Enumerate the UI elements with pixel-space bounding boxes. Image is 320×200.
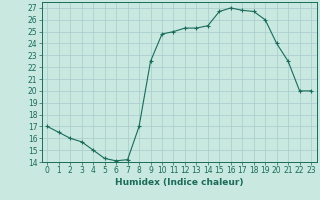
X-axis label: Humidex (Indice chaleur): Humidex (Indice chaleur) xyxy=(115,178,244,187)
